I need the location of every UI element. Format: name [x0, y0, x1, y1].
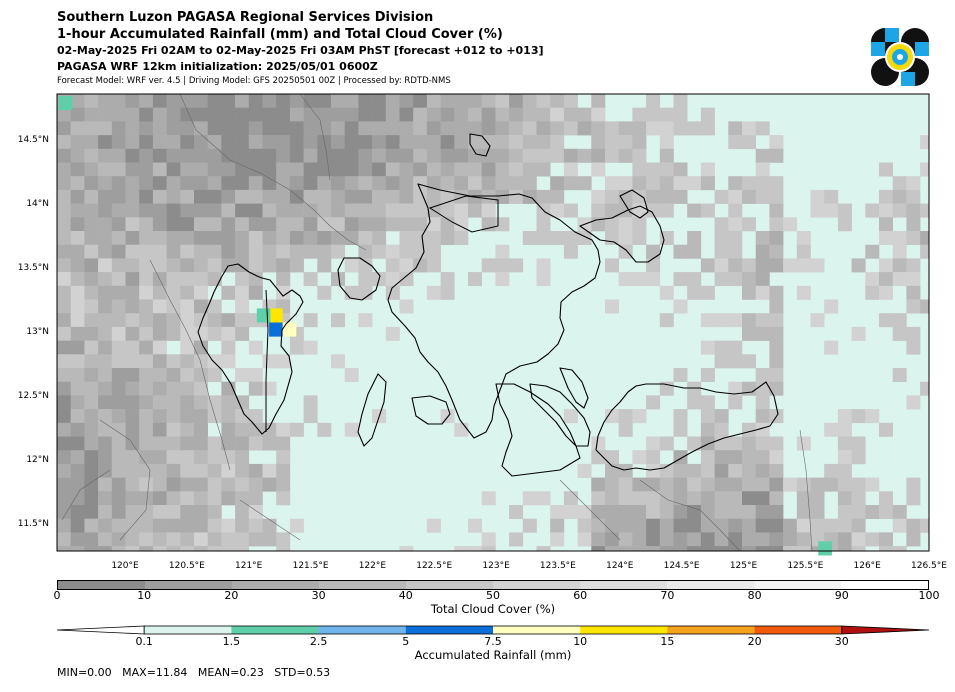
- lat-tick-label: 12°N: [26, 455, 49, 465]
- forecast-period: 02-May-2025 Fri 02AM to 02-May-2025 Fri …: [57, 44, 544, 57]
- cloud-colorbar-segment: [406, 581, 493, 589]
- lon-tick-label: 126°E: [854, 561, 882, 571]
- cloud-colorbar-tick: 90: [834, 589, 849, 602]
- rain-colorbar-tick: 20: [747, 635, 762, 648]
- cloud-colorbar-tick: 20: [224, 589, 239, 602]
- pagasa-logo: [871, 28, 929, 86]
- rain-colorbar-tick: 7.5: [484, 635, 502, 648]
- cloud-colorbar-segment: [841, 581, 928, 589]
- cloud-colorbar-segment: [754, 581, 841, 589]
- title-line-1: Southern Luzon PAGASA Regional Services …: [57, 10, 434, 25]
- cloud-colorbar-title: Total Cloud Cover (%): [430, 602, 556, 616]
- coast-luzon-south: [387, 183, 601, 439]
- coast-catanduanes: [619, 189, 649, 219]
- cloud-colorbar-tick: 50: [486, 589, 500, 602]
- cloud-colorbar-segment: [493, 581, 580, 589]
- lat-tick-label: 14°N: [26, 199, 49, 209]
- cloud-colorbar-segment: [145, 581, 232, 589]
- title-line-2: 1-hour Accumulated Rainfall (mm) and Tot…: [57, 27, 503, 42]
- lat-tick-label: 14.5°N: [18, 135, 49, 145]
- coast-mindoro: [197, 263, 304, 435]
- cloud-colorbar-tick: 0: [53, 589, 61, 602]
- cloud-colorbar-segment: [580, 581, 667, 589]
- rain-cell: [818, 541, 832, 556]
- rain-colorbar-tick: 10: [573, 635, 588, 648]
- coast-marinduque: [337, 257, 381, 301]
- rain-colorbar-tick: 15: [660, 635, 675, 648]
- rain-cell: [269, 308, 283, 323]
- lat-tick-label: 13.5°N: [18, 263, 49, 273]
- lon-tick-label: 122.5°E: [416, 561, 452, 571]
- cloud-colorbar-segment: [319, 581, 406, 589]
- lat-tick-label: 11.5°N: [18, 519, 49, 529]
- lon-tick-label: 120°E: [111, 561, 139, 571]
- coast-samar: [595, 381, 779, 471]
- background-coastlines: [61, 93, 813, 552]
- axis-tick-labels: 120°E 120.5°E 121°E 121.5°E 122°E 122.5°E 123°…: [18, 135, 948, 571]
- initialization-time: PAGASA WRF 12km initialization: 2025/05/…: [57, 60, 378, 73]
- lon-tick-label: 125.5°E: [787, 561, 823, 571]
- rain-colorbar-tick: 5: [402, 635, 410, 648]
- coast-north-island: [469, 133, 491, 157]
- coast-ticao-burias: [559, 367, 589, 409]
- cloud-colorbar-tick: 100: [918, 589, 940, 602]
- rain-colorbar-tick: 2.5: [309, 635, 328, 648]
- stats-line: MIN=0.00 MAX=11.84 MEAN=0.23 STD=0.53: [57, 666, 331, 679]
- coastlines: [197, 133, 779, 477]
- rain-colorbar-tick: 1.5: [222, 635, 241, 648]
- rain-colorbar-title: Accumulated Rainfall (mm): [414, 648, 572, 662]
- rain-cell: [58, 95, 73, 110]
- cloud-colorbar-segment: [58, 581, 145, 589]
- coast-bicol-east: [579, 205, 665, 263]
- coast-romblon-tablas: [357, 373, 387, 447]
- coast-sibuyan: [411, 395, 451, 425]
- cloud-cover-colorbar: [57, 580, 929, 590]
- lon-tick-label: 120.5°E: [169, 561, 205, 571]
- lon-tick-label: 122°E: [359, 561, 387, 571]
- lat-tick-label: 12.5°N: [18, 391, 49, 401]
- rain-colorbar-tick: 30: [834, 635, 849, 648]
- cloud-colorbar-tick: 80: [747, 589, 762, 602]
- lon-tick-label: 124°E: [606, 561, 634, 571]
- cloud-cover-layer: [57, 94, 929, 551]
- map-frame: [56, 93, 930, 552]
- cloud-colorbar-segment: [667, 581, 754, 589]
- cloud-colorbar-segment: [232, 581, 319, 589]
- coast-panay: [495, 383, 581, 477]
- cloud-colorbar-tick: 70: [660, 589, 675, 602]
- cloud-colorbar-tick: 10: [137, 589, 152, 602]
- coast-masbate: [529, 383, 591, 447]
- rain-colorbar-tick: 0.1: [135, 635, 153, 648]
- lon-tick-label: 124.5°E: [664, 561, 700, 571]
- lon-tick-label: 123°E: [482, 561, 510, 571]
- lon-tick-label: 121°E: [235, 561, 263, 571]
- cloud-colorbar-tick: 30: [311, 589, 326, 602]
- lat-tick-label: 13°N: [26, 327, 49, 337]
- rain-cell: [256, 308, 271, 323]
- cloud-colorbar-tick: 40: [398, 589, 413, 602]
- rain-cell: [269, 322, 283, 337]
- lon-tick-label: 125°E: [730, 561, 758, 571]
- province-boundaries: [265, 195, 499, 432]
- lon-tick-label: 123.5°E: [540, 561, 576, 571]
- rain-cell: [282, 322, 297, 337]
- lon-tick-label: 121.5°E: [293, 561, 329, 571]
- cloud-colorbar-tick: 60: [573, 589, 588, 602]
- lon-tick-label: 126.5°E: [911, 561, 947, 571]
- model-info: Forecast Model: WRF ver. 4.5 | Driving M…: [57, 76, 451, 86]
